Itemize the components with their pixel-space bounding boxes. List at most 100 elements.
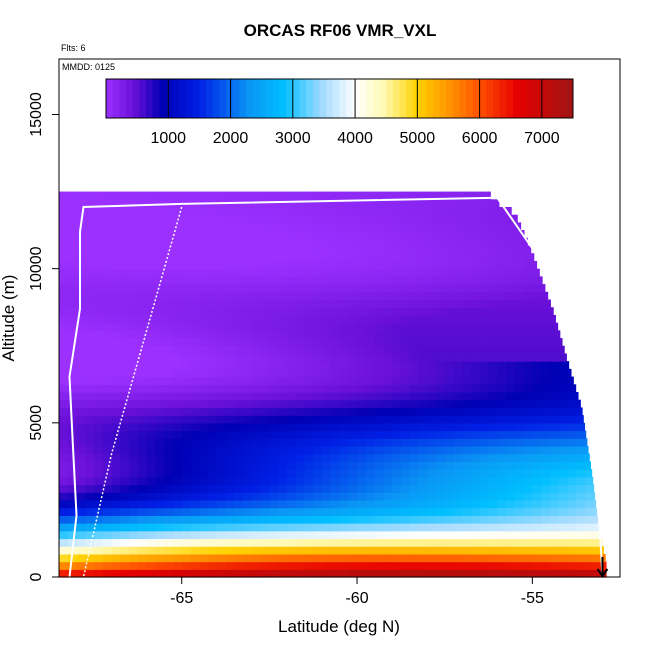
heatmap-cell: [549, 353, 560, 362]
heatmap-cell: [129, 245, 139, 254]
heatmap-cell: [216, 469, 227, 478]
heatmap-cell: [453, 476, 463, 486]
heatmap-cell: [286, 523, 297, 532]
colorbar-segment: [432, 79, 441, 118]
heatmap-cell: [120, 361, 130, 370]
heatmap-cell: [225, 299, 235, 308]
heatmap-cell: [462, 230, 472, 239]
heatmap-cell: [181, 376, 192, 385]
heatmap-cell: [365, 345, 376, 355]
heatmap-cell: [129, 307, 139, 316]
heatmap-cell: [172, 299, 183, 308]
heatmap-cell: [365, 368, 376, 378]
heatmap-cell: [418, 214, 428, 224]
heatmap-cell: [67, 515, 78, 524]
heatmap-cell: [418, 291, 428, 301]
heatmap-cell: [374, 553, 384, 563]
heatmap-cell: [199, 530, 209, 540]
heatmap-cell: [251, 284, 262, 293]
heatmap-cell: [172, 307, 183, 316]
heatmap-cell: [365, 499, 376, 509]
heatmap-cell: [243, 291, 253, 301]
heatmap-cell: [129, 207, 139, 216]
heatmap-cell: [225, 245, 235, 254]
heatmap-cell: [295, 299, 306, 308]
heatmap-cell: [418, 368, 428, 378]
heatmap-cell: [497, 415, 507, 424]
heatmap-cell: [392, 415, 402, 424]
heatmap-cell: [357, 430, 367, 439]
heatmap-cell: [190, 191, 200, 200]
heatmap-cell: [541, 469, 551, 478]
heatmap-cell: [260, 507, 270, 516]
heatmap-cell: [470, 546, 481, 555]
heatmap-cell: [225, 307, 235, 316]
heatmap-cell: [137, 361, 148, 370]
heatmap-cell: [164, 430, 174, 439]
heatmap-cell: [383, 461, 393, 470]
heatmap-cell: [234, 291, 244, 301]
heatmap-cell: [462, 445, 472, 455]
heatmap-cell: [278, 191, 288, 200]
heatmap-cell: [137, 222, 148, 231]
heatmap-cell: [330, 330, 341, 339]
heatmap-cell: [304, 353, 314, 362]
heatmap-cell: [243, 484, 253, 493]
heatmap-cell: [243, 307, 253, 316]
heatmap-cell: [392, 307, 402, 316]
heatmap-cell: [532, 407, 542, 416]
heatmap-cell: [251, 530, 262, 540]
heatmap-cell: [567, 376, 574, 385]
heatmap-cell: [295, 546, 306, 555]
heatmap-cell: [129, 253, 139, 262]
heatmap-cell: [532, 392, 542, 401]
heatmap-cell: [506, 307, 516, 316]
heatmap-cell: [593, 507, 598, 516]
heatmap-cell: [576, 561, 586, 570]
heatmap-cell: [146, 276, 157, 285]
colorbar-segment: [119, 79, 127, 118]
heatmap-cell: [59, 245, 69, 254]
heatmap-cell: [383, 546, 393, 555]
heatmap-cell: [120, 546, 130, 555]
heatmap-cell: [94, 214, 104, 224]
heatmap-cell: [453, 299, 463, 308]
heatmap-cell: [435, 469, 446, 478]
heatmap-cell: [85, 314, 95, 324]
heatmap-cell: [199, 461, 209, 470]
heatmap-cell: [243, 538, 253, 547]
heatmap-cell: [523, 376, 533, 385]
heatmap-cell: [321, 368, 332, 378]
heatmap-cell: [59, 299, 69, 308]
heatmap-cell: [357, 260, 367, 270]
heatmap-cell: [269, 499, 279, 509]
heatmap-cell: [365, 222, 376, 231]
heatmap-cell: [199, 430, 209, 439]
heatmap-cell: [94, 253, 104, 262]
heatmap-cell: [181, 322, 192, 331]
heatmap-cell: [155, 345, 165, 355]
heatmap-cell: [146, 260, 157, 270]
heatmap-cell: [286, 376, 297, 385]
heatmap-cell: [444, 392, 455, 401]
heatmap-cell: [348, 507, 358, 516]
heatmap-cell: [444, 530, 455, 540]
heatmap-cell: [59, 507, 69, 516]
heatmap-cell: [514, 453, 525, 462]
heatmap-cell: [111, 345, 121, 355]
heatmap-cell: [190, 453, 200, 462]
heatmap-cell: [164, 376, 174, 385]
heatmap-cell: [120, 284, 130, 293]
heatmap-cell: [94, 299, 104, 308]
heatmap-cell: [435, 314, 446, 324]
heatmap-cell: [234, 214, 244, 224]
heatmap-cell: [76, 515, 86, 524]
heatmap-cell: [208, 368, 218, 378]
heatmap-cell: [558, 415, 569, 424]
heatmap-cell: [111, 199, 121, 208]
heatmap-cell: [67, 322, 78, 331]
heatmap-cell: [541, 484, 551, 493]
heatmap-cell: [137, 538, 148, 547]
heatmap-cell: [435, 515, 446, 524]
heatmap-cell: [76, 469, 86, 478]
